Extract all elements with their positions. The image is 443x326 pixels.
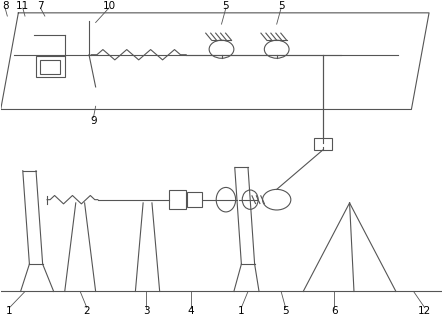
Text: 11: 11 — [16, 1, 29, 11]
Text: 4: 4 — [187, 306, 194, 316]
Text: 8: 8 — [2, 1, 8, 11]
Text: 1: 1 — [6, 306, 13, 316]
Bar — [187, 192, 202, 207]
Bar — [168, 190, 186, 209]
Text: 6: 6 — [331, 306, 338, 316]
Bar — [314, 138, 332, 150]
Text: 3: 3 — [143, 306, 150, 316]
Text: 12: 12 — [418, 306, 431, 316]
Text: 1: 1 — [238, 306, 245, 316]
Text: 10: 10 — [102, 1, 116, 11]
Bar — [36, 56, 65, 77]
Text: 9: 9 — [90, 116, 97, 126]
Text: 5: 5 — [222, 1, 229, 11]
Text: 5: 5 — [282, 306, 289, 316]
Bar — [40, 60, 60, 74]
Text: 7: 7 — [37, 1, 44, 11]
Text: 2: 2 — [83, 306, 90, 316]
Text: 5: 5 — [278, 1, 284, 11]
